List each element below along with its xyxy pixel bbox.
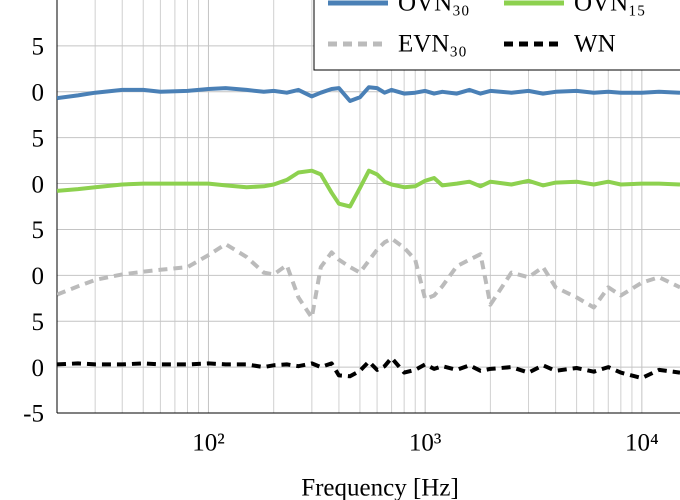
legend-label: WN: [574, 31, 616, 58]
y-tick-label: 0: [32, 171, 45, 198]
x-tick-label: 10⁴: [625, 430, 659, 457]
series-line: [57, 355, 680, 381]
y-tick-label: 0: [32, 80, 45, 107]
x-axis-label: Frequency [Hz]: [301, 475, 459, 500]
series-line: [57, 168, 680, 209]
plot-area: [57, 85, 680, 381]
y-tick-label: 0: [32, 263, 45, 290]
x-tick-label: 10³: [409, 430, 442, 457]
legend-label: OVN₁₅: [574, 0, 646, 17]
x-tick-label: 10²: [192, 430, 225, 457]
legend-label: OVN₃₀: [398, 0, 470, 17]
legend-box: [313, 0, 680, 71]
series-line: [57, 236, 680, 320]
y-tick-label: 5: [32, 34, 45, 61]
y-tick-label: 5: [32, 125, 45, 152]
y-tick-label: -5: [23, 401, 44, 428]
legend-label: EVN₃₀: [398, 31, 467, 58]
y-tick-label: 5: [32, 217, 45, 244]
y-tick-label: 0: [32, 355, 45, 382]
y-tick-label: 5: [32, 309, 45, 336]
series-line: [57, 85, 680, 103]
